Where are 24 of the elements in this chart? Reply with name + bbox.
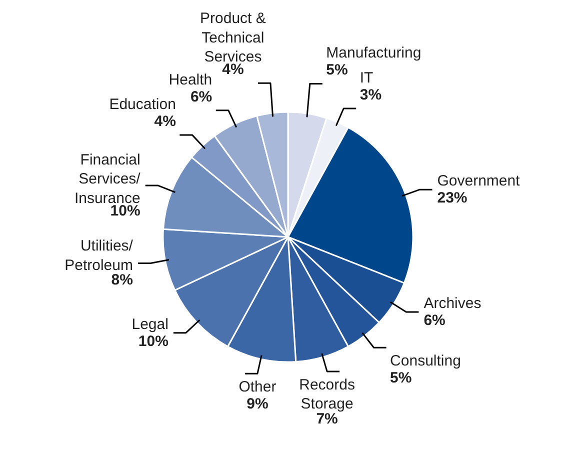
data-label: 7% xyxy=(316,410,338,428)
data-label: 3% xyxy=(360,86,382,104)
data-label: 10% xyxy=(138,332,168,350)
data-label: 8% xyxy=(111,272,133,289)
data-label: 6% xyxy=(424,312,446,330)
slice-label: Health xyxy=(168,71,212,88)
data-label: 5% xyxy=(326,62,348,79)
slice-label: Consulting xyxy=(390,352,461,370)
slice-label: Education xyxy=(109,96,176,113)
data-label: 10% xyxy=(110,202,140,220)
slice-label: Manufacturing xyxy=(326,44,422,62)
data-label: 4% xyxy=(222,61,244,78)
data-label: 4% xyxy=(154,112,176,130)
data-label: 5% xyxy=(390,370,412,387)
slice-label: Other xyxy=(238,378,276,396)
slice-label: Utilities/ Petroleum xyxy=(64,238,134,274)
slice-label: Government xyxy=(437,172,521,190)
slice-label: IT xyxy=(360,70,374,87)
data-label: 23% xyxy=(437,190,468,207)
slice-label: Archives xyxy=(424,295,482,312)
data-label: 6% xyxy=(190,88,212,106)
slice-label: Legal xyxy=(132,316,168,333)
data-label: 9% xyxy=(246,396,268,413)
slice-label: Records Storage xyxy=(299,376,355,413)
